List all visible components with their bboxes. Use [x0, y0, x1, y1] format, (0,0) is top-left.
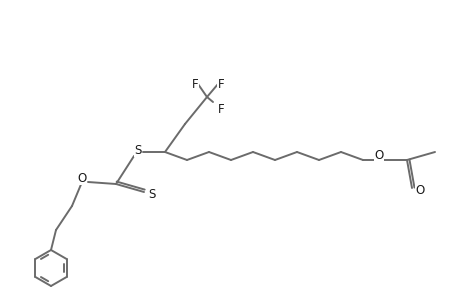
Text: O: O	[77, 172, 86, 184]
Text: F: F	[191, 77, 198, 91]
Text: O: O	[374, 148, 383, 161]
Text: F: F	[217, 77, 224, 91]
Text: O: O	[414, 184, 424, 196]
Text: F: F	[217, 103, 224, 116]
Text: S: S	[148, 188, 155, 200]
Text: S: S	[134, 143, 141, 157]
